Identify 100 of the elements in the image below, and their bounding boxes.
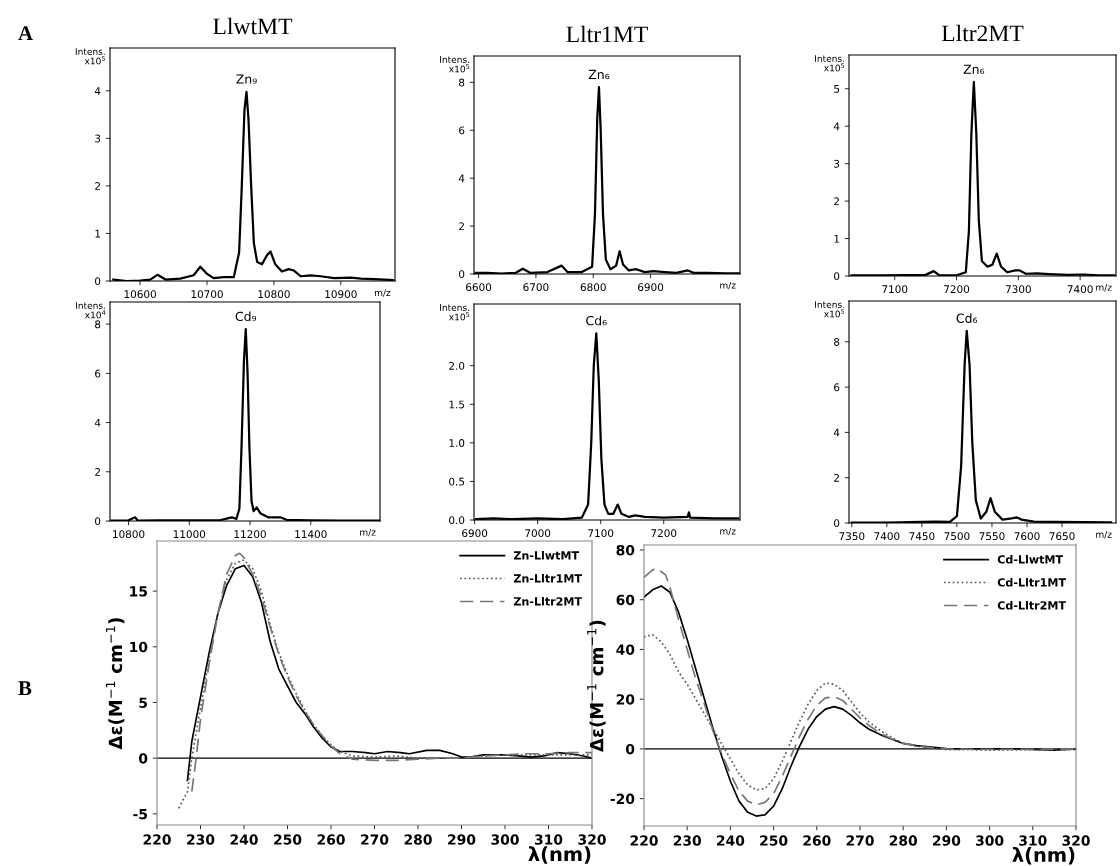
x-axis-title: m/z bbox=[720, 527, 736, 536]
x-axis-title: m/z bbox=[1096, 531, 1112, 539]
x-tick-label: 270 bbox=[846, 835, 874, 846]
legend-label: Zn-Lltr1MT bbox=[513, 573, 582, 583]
y-tick-label: 8 bbox=[95, 320, 101, 329]
x-tick-label: 250 bbox=[760, 835, 788, 846]
x-tick-label: 300 bbox=[976, 835, 1004, 846]
x-tick-label: 310 bbox=[1019, 835, 1047, 846]
x-tick-label: 260 bbox=[803, 835, 831, 846]
y-tick-label: 5 bbox=[139, 697, 147, 708]
y-tick-label: 0.0 bbox=[449, 516, 465, 525]
y-tick-label: 0 bbox=[625, 743, 635, 755]
x-tick-label: 280 bbox=[404, 834, 432, 845]
x-tick-label: 7350 bbox=[839, 532, 865, 541]
y-tick-label: 1.0 bbox=[449, 439, 465, 447]
chart-title: LlwtMT bbox=[213, 17, 293, 35]
y-tick-label: 20 bbox=[616, 694, 635, 705]
y-axis-title: Δε(M$^{−1}$ cm$^{−1}$) bbox=[105, 618, 125, 750]
annotation: Zn₆ bbox=[588, 69, 610, 80]
x-axis-title: m/z bbox=[720, 281, 736, 290]
y-tick-label: 1.5 bbox=[449, 400, 465, 409]
y-tick-label: 0 bbox=[95, 277, 101, 286]
y-tick-label: 5 bbox=[834, 85, 840, 93]
y-tick-label: 3 bbox=[95, 134, 101, 143]
x-tick-label: 10700 bbox=[191, 290, 223, 299]
chart-title: Lltr2MT bbox=[941, 24, 1024, 42]
x-axis-title: m/z bbox=[1096, 284, 1112, 292]
x-tick-label: 7300 bbox=[1005, 285, 1031, 294]
x-axis-title: m/z bbox=[374, 289, 391, 297]
x-tick-label: 280 bbox=[889, 835, 918, 846]
x-tick-label: 10900 bbox=[325, 290, 357, 299]
y-tick-label: 2 bbox=[834, 197, 839, 206]
y-tick-label: 1 bbox=[834, 234, 840, 243]
annotation: Zn₆ bbox=[963, 64, 985, 74]
y-tick-label: 0 bbox=[459, 270, 465, 279]
x-tick-label: 290 bbox=[933, 835, 961, 846]
x-tick-label: 7100 bbox=[882, 285, 908, 294]
x-tick-label: 250 bbox=[274, 834, 302, 845]
y-axis-title: Intens. x10$^{5}$ bbox=[815, 55, 845, 72]
x-tick-label: 7200 bbox=[651, 529, 677, 538]
x-tick-label: 6800 bbox=[580, 283, 606, 292]
y-tick-label: 6 bbox=[95, 369, 101, 378]
y-tick-label: 40 bbox=[616, 644, 635, 655]
x-tick-label: 6700 bbox=[523, 283, 549, 292]
y-tick-label: 3 bbox=[834, 159, 840, 168]
x-tick-label: 230 bbox=[187, 834, 215, 845]
annotation: Cd₉ bbox=[235, 311, 257, 322]
chart-title: Lltr1MT bbox=[566, 25, 648, 43]
x-tick-label: 7400 bbox=[1067, 285, 1093, 294]
y-tick-label: 6 bbox=[834, 383, 840, 392]
x-tick-label: 6600 bbox=[466, 283, 492, 292]
x-axis-title: λ(nm) bbox=[1012, 847, 1075, 865]
x-tick-label: 7450 bbox=[909, 532, 935, 541]
y-tick-label: 2 bbox=[459, 222, 464, 231]
y-axis-title: Intens. x10$^{4}$ bbox=[76, 302, 106, 319]
y-tick-label: 8 bbox=[459, 78, 465, 87]
annotation: Cd₆ bbox=[956, 313, 978, 323]
legend-label: Cd-LlwtMT bbox=[997, 555, 1063, 564]
x-tick-label: 11000 bbox=[173, 530, 206, 539]
x-tick-label: 310 bbox=[534, 834, 563, 845]
x-tick-label: 7000 bbox=[525, 529, 551, 538]
annotation: Zn₉ bbox=[236, 74, 257, 84]
annotation: Cd₆ bbox=[586, 315, 607, 326]
y-tick-label: 4 bbox=[458, 174, 465, 183]
x-tick-label: 10800 bbox=[258, 290, 290, 299]
x-tick-label: 7400 bbox=[874, 532, 900, 541]
y-tick-label: 2 bbox=[95, 182, 100, 190]
x-tick-label: 230 bbox=[673, 835, 702, 846]
y-axis-title: Intens. x10$^{5}$ bbox=[75, 48, 105, 65]
y-tick-label: 15 bbox=[130, 586, 147, 597]
y-tick-label: 4 bbox=[833, 122, 840, 131]
x-tick-label: 7550 bbox=[979, 532, 1005, 541]
x-axis-title: m/z bbox=[360, 528, 376, 537]
x-tick-label: 320 bbox=[1062, 835, 1090, 846]
y-tick-label: -20 bbox=[610, 793, 635, 805]
y-tick-label: 2 bbox=[834, 473, 839, 482]
x-tick-label: 10800 bbox=[113, 530, 145, 539]
x-tick-label: 6900 bbox=[462, 529, 488, 538]
y-tick-label: 60 bbox=[616, 594, 635, 606]
y-tick-label: 0 bbox=[138, 753, 148, 764]
x-tick-label: 220 bbox=[630, 835, 658, 846]
x-axis-title: λ(nm) bbox=[528, 846, 591, 864]
x-tick-label: 7200 bbox=[944, 285, 970, 294]
y-tick-label: 80 bbox=[616, 544, 635, 556]
x-tick-label: 320 bbox=[578, 834, 606, 845]
x-tick-label: 220 bbox=[143, 834, 171, 845]
x-tick-label: 11200 bbox=[234, 530, 266, 539]
y-tick-label: 1 bbox=[95, 229, 101, 238]
y-axis-title: Intens. x10$^{5}$ bbox=[440, 56, 470, 73]
x-tick-label: 7600 bbox=[1014, 532, 1040, 541]
y-tick-label: 2 bbox=[95, 468, 100, 476]
y-tick-label: 0 bbox=[834, 272, 840, 281]
x-tick-label: 10600 bbox=[124, 290, 156, 299]
legend-label: Zn-LlwtMT bbox=[513, 551, 579, 560]
x-tick-label: 290 bbox=[448, 834, 476, 845]
legend-label: Cd-Lltr1MT bbox=[997, 577, 1066, 587]
y-axis-title: Intens. x10$^{5}$ bbox=[815, 301, 845, 318]
text: B bbox=[18, 681, 32, 696]
y-axis-title: Intens. x10$^{5}$ bbox=[440, 304, 470, 321]
legend-label: Zn-Lltr2MT bbox=[513, 596, 582, 606]
